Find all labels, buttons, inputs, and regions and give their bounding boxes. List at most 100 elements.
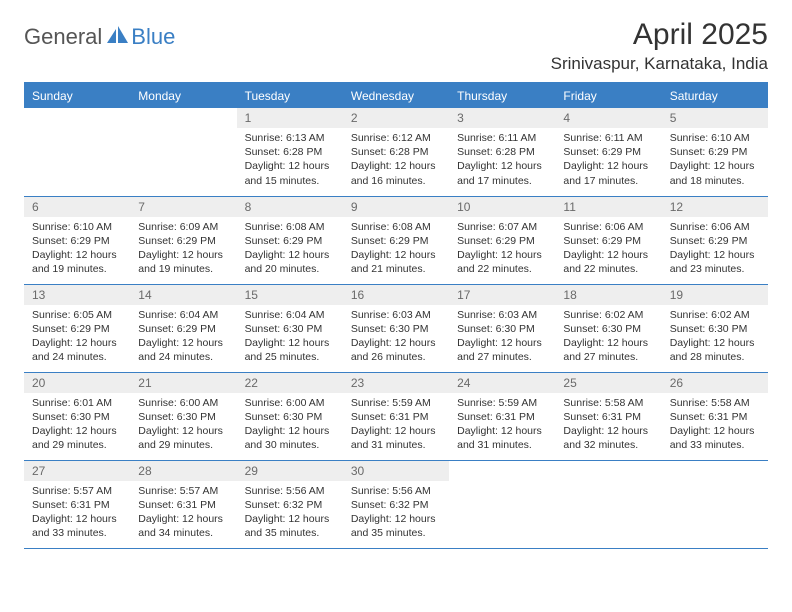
day-header: Friday xyxy=(555,83,661,108)
daylight-text: Daylight: 12 hours and 15 minutes. xyxy=(245,159,335,187)
day-body: Sunrise: 6:05 AMSunset: 6:29 PMDaylight:… xyxy=(24,305,130,371)
day-body: Sunrise: 6:08 AMSunset: 6:29 PMDaylight:… xyxy=(343,217,449,283)
daylight-text: Daylight: 12 hours and 22 minutes. xyxy=(563,248,653,276)
daylight-text: Daylight: 12 hours and 20 minutes. xyxy=(245,248,335,276)
sunset-text: Sunset: 6:29 PM xyxy=(138,234,228,248)
calendar-week-row: 13Sunrise: 6:05 AMSunset: 6:29 PMDayligh… xyxy=(24,284,768,372)
calendar-day-cell: 16Sunrise: 6:03 AMSunset: 6:30 PMDayligh… xyxy=(343,284,449,372)
daylight-text: Daylight: 12 hours and 23 minutes. xyxy=(670,248,760,276)
calendar-day-cell: 8Sunrise: 6:08 AMSunset: 6:29 PMDaylight… xyxy=(237,196,343,284)
daylight-text: Daylight: 12 hours and 25 minutes. xyxy=(245,336,335,364)
sunrise-text: Sunrise: 5:57 AM xyxy=(138,484,228,498)
sunrise-text: Sunrise: 6:01 AM xyxy=(32,396,122,410)
day-body: Sunrise: 6:00 AMSunset: 6:30 PMDaylight:… xyxy=(130,393,236,459)
sunrise-text: Sunrise: 6:11 AM xyxy=(563,131,653,145)
day-body: Sunrise: 5:56 AMSunset: 6:32 PMDaylight:… xyxy=(343,481,449,547)
calendar-table: Sunday Monday Tuesday Wednesday Thursday… xyxy=(24,82,768,549)
day-body: Sunrise: 6:03 AMSunset: 6:30 PMDaylight:… xyxy=(449,305,555,371)
sunrise-text: Sunrise: 6:07 AM xyxy=(457,220,547,234)
day-body: Sunrise: 6:06 AMSunset: 6:29 PMDaylight:… xyxy=(555,217,661,283)
day-number xyxy=(555,461,661,467)
day-body: Sunrise: 6:13 AMSunset: 6:28 PMDaylight:… xyxy=(237,128,343,194)
calendar-day-cell xyxy=(662,460,768,548)
sunset-text: Sunset: 6:30 PM xyxy=(670,322,760,336)
daylight-text: Daylight: 12 hours and 35 minutes. xyxy=(245,512,335,540)
sunrise-text: Sunrise: 6:00 AM xyxy=(138,396,228,410)
daylight-text: Daylight: 12 hours and 21 minutes. xyxy=(351,248,441,276)
day-number: 1 xyxy=(237,108,343,128)
day-body: Sunrise: 5:56 AMSunset: 6:32 PMDaylight:… xyxy=(237,481,343,547)
daylight-text: Daylight: 12 hours and 19 minutes. xyxy=(32,248,122,276)
sunset-text: Sunset: 6:29 PM xyxy=(670,145,760,159)
daylight-text: Daylight: 12 hours and 16 minutes. xyxy=(351,159,441,187)
day-number: 4 xyxy=(555,108,661,128)
sunset-text: Sunset: 6:30 PM xyxy=(351,322,441,336)
sunset-text: Sunset: 6:29 PM xyxy=(138,322,228,336)
daylight-text: Daylight: 12 hours and 26 minutes. xyxy=(351,336,441,364)
sunset-text: Sunset: 6:29 PM xyxy=(563,145,653,159)
sunset-text: Sunset: 6:29 PM xyxy=(32,234,122,248)
sunrise-text: Sunrise: 5:58 AM xyxy=(670,396,760,410)
day-number xyxy=(449,461,555,467)
daylight-text: Daylight: 12 hours and 19 minutes. xyxy=(138,248,228,276)
location: Srinivaspur, Karnataka, India xyxy=(551,54,768,74)
day-number: 6 xyxy=(24,197,130,217)
sunrise-text: Sunrise: 6:08 AM xyxy=(245,220,335,234)
sunset-text: Sunset: 6:32 PM xyxy=(351,498,441,512)
day-body: Sunrise: 6:02 AMSunset: 6:30 PMDaylight:… xyxy=(555,305,661,371)
daylight-text: Daylight: 12 hours and 24 minutes. xyxy=(138,336,228,364)
day-body: Sunrise: 6:11 AMSunset: 6:29 PMDaylight:… xyxy=(555,128,661,194)
day-header-row: Sunday Monday Tuesday Wednesday Thursday… xyxy=(24,83,768,108)
sunset-text: Sunset: 6:29 PM xyxy=(245,234,335,248)
day-number: 21 xyxy=(130,373,236,393)
day-body: Sunrise: 5:57 AMSunset: 6:31 PMDaylight:… xyxy=(24,481,130,547)
calendar-day-cell xyxy=(24,108,130,196)
sunset-text: Sunset: 6:29 PM xyxy=(457,234,547,248)
day-number: 30 xyxy=(343,461,449,481)
day-number: 28 xyxy=(130,461,236,481)
sunrise-text: Sunrise: 6:05 AM xyxy=(32,308,122,322)
day-number: 14 xyxy=(130,285,236,305)
day-number: 10 xyxy=(449,197,555,217)
daylight-text: Daylight: 12 hours and 31 minutes. xyxy=(457,424,547,452)
sunset-text: Sunset: 6:31 PM xyxy=(670,410,760,424)
calendar-day-cell: 9Sunrise: 6:08 AMSunset: 6:29 PMDaylight… xyxy=(343,196,449,284)
calendar-day-cell: 13Sunrise: 6:05 AMSunset: 6:29 PMDayligh… xyxy=(24,284,130,372)
logo-text-general: General xyxy=(24,24,102,50)
calendar-day-cell: 28Sunrise: 5:57 AMSunset: 6:31 PMDayligh… xyxy=(130,460,236,548)
calendar-day-cell: 1Sunrise: 6:13 AMSunset: 6:28 PMDaylight… xyxy=(237,108,343,196)
day-number: 22 xyxy=(237,373,343,393)
day-body: Sunrise: 5:57 AMSunset: 6:31 PMDaylight:… xyxy=(130,481,236,547)
daylight-text: Daylight: 12 hours and 17 minutes. xyxy=(563,159,653,187)
sunset-text: Sunset: 6:29 PM xyxy=(32,322,122,336)
day-body: Sunrise: 5:58 AMSunset: 6:31 PMDaylight:… xyxy=(555,393,661,459)
calendar-day-cell: 30Sunrise: 5:56 AMSunset: 6:32 PMDayligh… xyxy=(343,460,449,548)
day-body: Sunrise: 6:08 AMSunset: 6:29 PMDaylight:… xyxy=(237,217,343,283)
day-number xyxy=(130,108,236,114)
day-body: Sunrise: 5:59 AMSunset: 6:31 PMDaylight:… xyxy=(343,393,449,459)
calendar-day-cell: 15Sunrise: 6:04 AMSunset: 6:30 PMDayligh… xyxy=(237,284,343,372)
sunset-text: Sunset: 6:28 PM xyxy=(351,145,441,159)
sunset-text: Sunset: 6:30 PM xyxy=(245,322,335,336)
calendar-day-cell: 11Sunrise: 6:06 AMSunset: 6:29 PMDayligh… xyxy=(555,196,661,284)
calendar-day-cell: 7Sunrise: 6:09 AMSunset: 6:29 PMDaylight… xyxy=(130,196,236,284)
title-block: April 2025 Srinivaspur, Karnataka, India xyxy=(551,18,768,74)
sunrise-text: Sunrise: 5:59 AM xyxy=(351,396,441,410)
calendar-week-row: 20Sunrise: 6:01 AMSunset: 6:30 PMDayligh… xyxy=(24,372,768,460)
day-body: Sunrise: 6:02 AMSunset: 6:30 PMDaylight:… xyxy=(662,305,768,371)
day-number xyxy=(662,461,768,467)
calendar-day-cell: 3Sunrise: 6:11 AMSunset: 6:28 PMDaylight… xyxy=(449,108,555,196)
day-body: Sunrise: 5:58 AMSunset: 6:31 PMDaylight:… xyxy=(662,393,768,459)
calendar-day-cell: 27Sunrise: 5:57 AMSunset: 6:31 PMDayligh… xyxy=(24,460,130,548)
day-header: Thursday xyxy=(449,83,555,108)
sunset-text: Sunset: 6:30 PM xyxy=(245,410,335,424)
sunrise-text: Sunrise: 6:09 AM xyxy=(138,220,228,234)
sunrise-text: Sunrise: 6:03 AM xyxy=(457,308,547,322)
month-title: April 2025 xyxy=(551,18,768,52)
day-number: 19 xyxy=(662,285,768,305)
sunrise-text: Sunrise: 5:58 AM xyxy=(563,396,653,410)
sunset-text: Sunset: 6:29 PM xyxy=(351,234,441,248)
daylight-text: Daylight: 12 hours and 24 minutes. xyxy=(32,336,122,364)
sunset-text: Sunset: 6:30 PM xyxy=(32,410,122,424)
calendar-day-cell: 21Sunrise: 6:00 AMSunset: 6:30 PMDayligh… xyxy=(130,372,236,460)
